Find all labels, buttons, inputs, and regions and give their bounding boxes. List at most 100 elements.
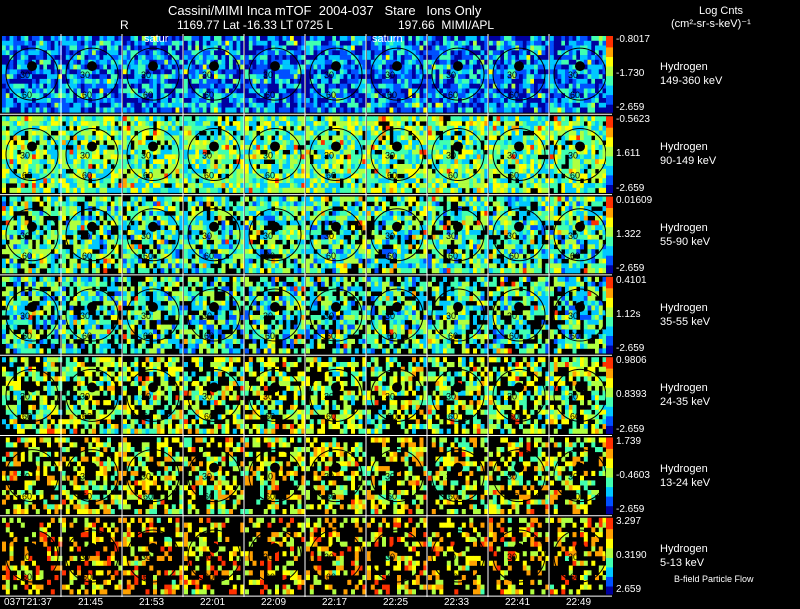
contour-label: 30 bbox=[507, 472, 517, 482]
saturn-position-dot bbox=[27, 542, 37, 553]
contour-ring bbox=[248, 529, 302, 583]
saturn-position-dot bbox=[514, 382, 524, 393]
colorbar-max-label: 1.739 bbox=[616, 435, 642, 447]
contour-ring bbox=[492, 208, 546, 262]
inca-image-panel: 30 60 bbox=[306, 517, 367, 595]
contour-ring bbox=[248, 449, 302, 503]
colorbar-mid-label: -1.730 bbox=[616, 68, 645, 80]
inca-image-panel: 30 60 bbox=[428, 276, 489, 354]
saturn-position-dot bbox=[331, 382, 341, 393]
contour-label: 30 bbox=[263, 391, 273, 401]
time-tick-label: 22:49 bbox=[566, 597, 592, 608]
inca-image-panel: 30 60 bbox=[428, 517, 489, 595]
saturn-position-dot bbox=[209, 382, 219, 393]
saturn-position-dot bbox=[392, 221, 402, 232]
contour-label: 30 bbox=[80, 472, 90, 482]
contour-label: 30 bbox=[80, 391, 90, 401]
saturn-position-dot bbox=[148, 221, 158, 232]
inca-image-panel: 30 60 bbox=[184, 276, 245, 354]
contour-label: 60 bbox=[82, 492, 92, 502]
species-label: Hydrogen bbox=[660, 141, 708, 154]
contour-ring bbox=[65, 449, 119, 503]
saturn-position-dot bbox=[27, 141, 37, 152]
saturn-position-dot bbox=[453, 141, 463, 152]
contour-ring bbox=[65, 208, 119, 262]
inca-image-panel: 30 60 bbox=[367, 437, 428, 515]
saturn-position-dot bbox=[87, 382, 97, 393]
energy-band-label: Hydrogen 35-55 keV bbox=[660, 301, 710, 329]
info-r: R bbox=[120, 18, 129, 32]
saturn-position-dot bbox=[331, 141, 341, 152]
inca-image-panel: 30 60 bbox=[62, 437, 123, 515]
species-label: Hydrogen bbox=[660, 382, 708, 395]
contour-label: 30 bbox=[507, 231, 517, 241]
inca-image-panel: 30 60 bbox=[306, 116, 367, 193]
contour-ring bbox=[126, 288, 180, 342]
contour-label: 30 bbox=[324, 150, 334, 160]
colorbar-max-label: -0.8017 bbox=[616, 34, 650, 45]
energy-range-label: 5-13 keV bbox=[660, 556, 705, 569]
contour-label: 60 bbox=[265, 331, 275, 341]
saturn-position-dot bbox=[270, 542, 280, 553]
contour-label: 60 bbox=[448, 572, 458, 582]
contour-ring bbox=[5, 47, 59, 101]
inca-image-panel: 30 60 bbox=[2, 276, 63, 354]
saturn-position-dot bbox=[392, 302, 402, 313]
saturn-position-dot bbox=[148, 462, 158, 473]
contour-label: 30 bbox=[446, 150, 456, 160]
contour-ring bbox=[431, 127, 485, 181]
inca-image-panel: 30 60 bbox=[367, 517, 428, 595]
saturn-position-dot bbox=[270, 302, 280, 313]
inca-image-panel: 30 60 bbox=[62, 276, 123, 354]
contour-ring bbox=[5, 208, 59, 262]
contour-ring bbox=[309, 288, 363, 342]
energy-band-row: 30 60 30 60 30 60 30 60 30 60 30 60 30 60 30 60 30 60 30 60 bbox=[2, 517, 611, 595]
contour-label: 60 bbox=[387, 572, 397, 582]
energy-range-label: 13-24 keV bbox=[660, 476, 711, 489]
colorbar bbox=[606, 357, 613, 434]
contour-label: 30 bbox=[385, 391, 395, 401]
energy-band-row: 30 60 30 60 30 60 30 60 30 60 30 60 30 60 30 60 30 60 30 60 bbox=[2, 357, 611, 434]
inca-image-panel: 30 60 bbox=[123, 196, 184, 274]
colorbar-max-label: 3.297 bbox=[616, 515, 642, 527]
contour-label: 60 bbox=[570, 331, 580, 341]
contour-label: 60 bbox=[143, 572, 153, 582]
contour-label: 60 bbox=[143, 170, 153, 180]
inca-image-panel: 30 60 bbox=[306, 196, 367, 274]
contour-label: 30 bbox=[20, 472, 30, 482]
colorbar-min-label: -2.659 bbox=[616, 182, 645, 194]
contour-label: 30 bbox=[263, 70, 273, 80]
time-tick-label: 22:09 bbox=[261, 597, 287, 608]
inca-image-panel: 30 60 bbox=[550, 357, 611, 434]
inca-image-panel: 30 60 bbox=[489, 276, 550, 354]
colorbar bbox=[606, 276, 613, 354]
contour-label: 30 bbox=[385, 311, 395, 321]
saturn-position-dot bbox=[392, 61, 402, 72]
time-tick-label: 22:25 bbox=[383, 597, 409, 608]
saturn-position-dot bbox=[575, 221, 585, 232]
saturn-position-dot bbox=[514, 221, 524, 232]
inca-image-panel: 30 60 bbox=[123, 437, 184, 515]
contour-label: 60 bbox=[448, 411, 458, 421]
contour-label: 30 bbox=[446, 231, 456, 241]
colorbar-max-label: -0.5623 bbox=[616, 114, 650, 126]
saturn-position-dot bbox=[27, 382, 37, 393]
saturn-position-dot bbox=[331, 61, 341, 72]
contour-ring bbox=[492, 288, 546, 342]
contour-ring bbox=[187, 208, 241, 262]
inca-image-panel: 30 60 bbox=[428, 357, 489, 434]
units-label-1: Log Cnts bbox=[699, 5, 744, 17]
energy-range-label: 55-90 keV bbox=[660, 235, 711, 248]
contour-label: 30 bbox=[20, 391, 30, 401]
saturn-position-dot bbox=[148, 141, 158, 152]
saturn-position-dot bbox=[331, 302, 341, 313]
saturn-position-dot bbox=[209, 542, 219, 553]
colorbar-max-label: 0.9806 bbox=[616, 355, 647, 367]
colorbar-min-label: -2.659 bbox=[616, 503, 645, 515]
inca-image-panel: 30 60 bbox=[428, 437, 489, 515]
colorbar-mid-label: 1.611 bbox=[616, 148, 641, 160]
contour-ring bbox=[492, 529, 546, 583]
contour-label: 60 bbox=[204, 251, 214, 261]
contour-label: 60 bbox=[387, 331, 397, 341]
inca-image-panel: 30 60 bbox=[489, 357, 550, 434]
